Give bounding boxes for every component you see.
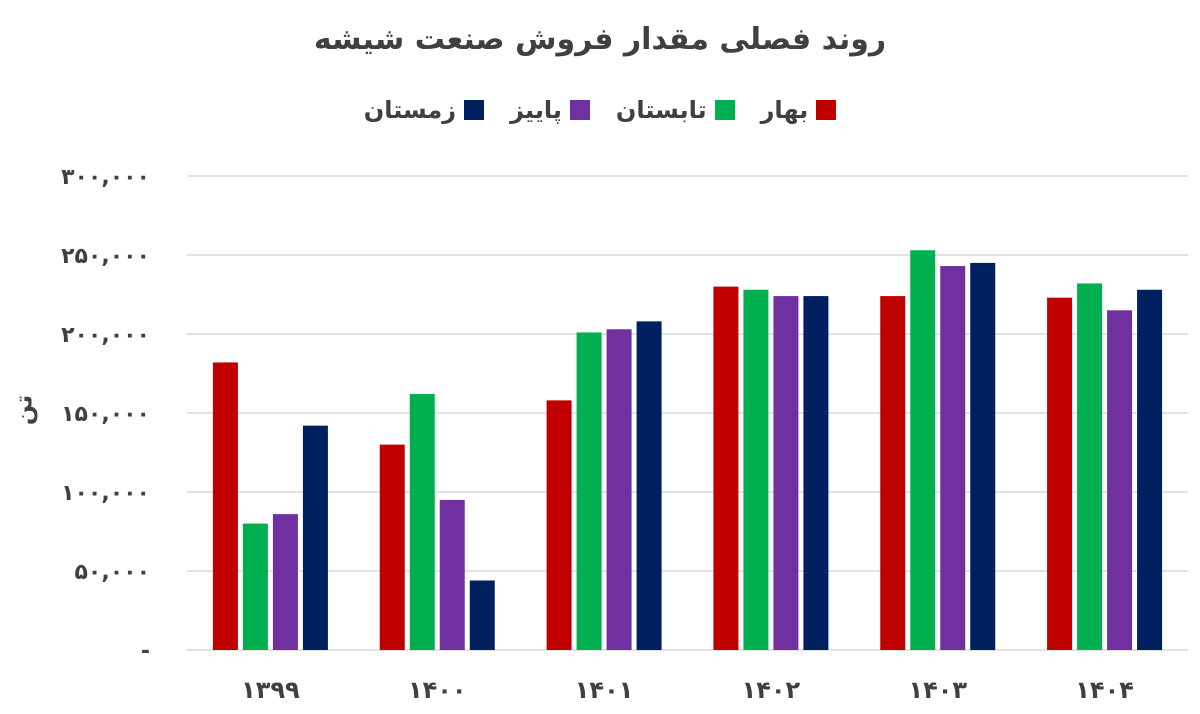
bar	[576, 332, 602, 650]
legend-label: زمستان	[363, 96, 457, 124]
bar	[803, 296, 829, 650]
x-tick-label: ۱۴۰۱	[575, 676, 634, 704]
bar	[242, 523, 268, 650]
bar	[880, 296, 906, 650]
bar	[272, 514, 298, 650]
bar	[910, 250, 936, 650]
bar	[409, 394, 435, 650]
y-tick-label: ۱۵۰,۰۰۰	[61, 402, 150, 427]
legend-swatch	[569, 100, 590, 120]
bar	[302, 425, 328, 650]
bar	[773, 296, 799, 650]
x-tick-label: ۱۴۰۳	[908, 676, 967, 704]
y-tick-label: ۱۰۰,۰۰۰	[61, 481, 150, 506]
chart-legend: بهار تابستان پاییز زمستان	[0, 96, 1200, 124]
legend-entry: بهار	[761, 96, 837, 124]
bar	[606, 329, 632, 650]
legend-swatch	[464, 100, 485, 120]
legend-label: تابستان	[615, 96, 707, 124]
bar	[1047, 297, 1073, 650]
bar	[970, 262, 996, 650]
y-tick-label: ۲۰۰,۰۰۰	[61, 323, 150, 348]
y-tick-label: ۵۰,۰۰۰	[75, 560, 151, 585]
x-tick-label: ۱۴۰۲	[742, 676, 801, 704]
y-tick-label: ۲۵۰,۰۰۰	[61, 244, 150, 269]
bar	[1077, 283, 1103, 650]
legend-label: پاییز	[510, 96, 562, 124]
y-tick-label: ۳۰۰,۰۰۰	[61, 165, 150, 190]
legend-swatch	[816, 100, 837, 120]
x-tick-label: ۱۴۰۴	[1075, 676, 1134, 704]
bar	[940, 266, 966, 650]
x-tick-label: ۱۳۹۹	[241, 676, 300, 704]
bar	[713, 286, 739, 650]
legend-label: بهار	[760, 96, 809, 124]
legend-entry: تابستان	[616, 96, 735, 124]
bar	[1137, 289, 1163, 650]
y-tick-label: -	[141, 639, 150, 664]
bar	[743, 289, 769, 650]
bar	[546, 400, 572, 650]
legend-entry: پاییز	[510, 96, 590, 124]
bar	[1107, 310, 1133, 650]
x-tick-label: ۱۴۰۰	[408, 676, 467, 704]
chart-title: روند فصلی مقدار فروش صنعت شیشه	[313, 22, 887, 57]
bar	[212, 362, 238, 650]
bar	[439, 499, 465, 650]
bar	[636, 321, 662, 650]
legend-entry: زمستان	[363, 96, 485, 124]
bar	[469, 580, 495, 650]
legend-swatch	[714, 100, 735, 120]
bar	[379, 444, 405, 650]
